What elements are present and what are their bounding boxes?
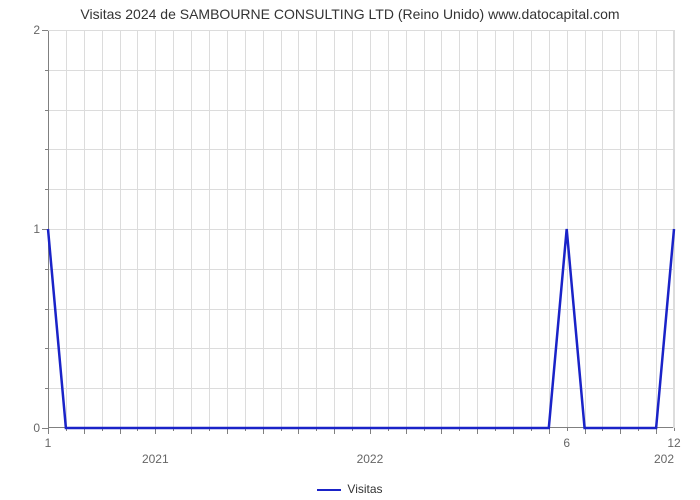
xtick	[48, 428, 49, 434]
y-axis-label: 0	[18, 421, 40, 435]
series-line	[48, 30, 674, 428]
grid-v	[674, 30, 675, 428]
x-axis-label-month: 1	[45, 436, 52, 450]
xtick	[674, 428, 675, 431]
legend-swatch	[317, 489, 341, 491]
x-axis-label-year: 2022	[357, 452, 384, 466]
plot-area: 012161220212022202	[48, 30, 674, 428]
x-axis-label-month: 12	[667, 436, 680, 450]
xtick	[567, 428, 568, 431]
legend: Visitas	[0, 482, 700, 496]
x-axis-label-year: 2021	[142, 452, 169, 466]
x-axis-label-month: 6	[563, 436, 570, 450]
y-axis-label: 1	[18, 222, 40, 236]
x-axis-label-year: 202	[654, 452, 674, 466]
y-axis-label: 2	[18, 23, 40, 37]
chart-title: Visitas 2024 de SAMBOURNE CONSULTING LTD…	[0, 6, 700, 22]
legend-label: Visitas	[347, 482, 382, 496]
